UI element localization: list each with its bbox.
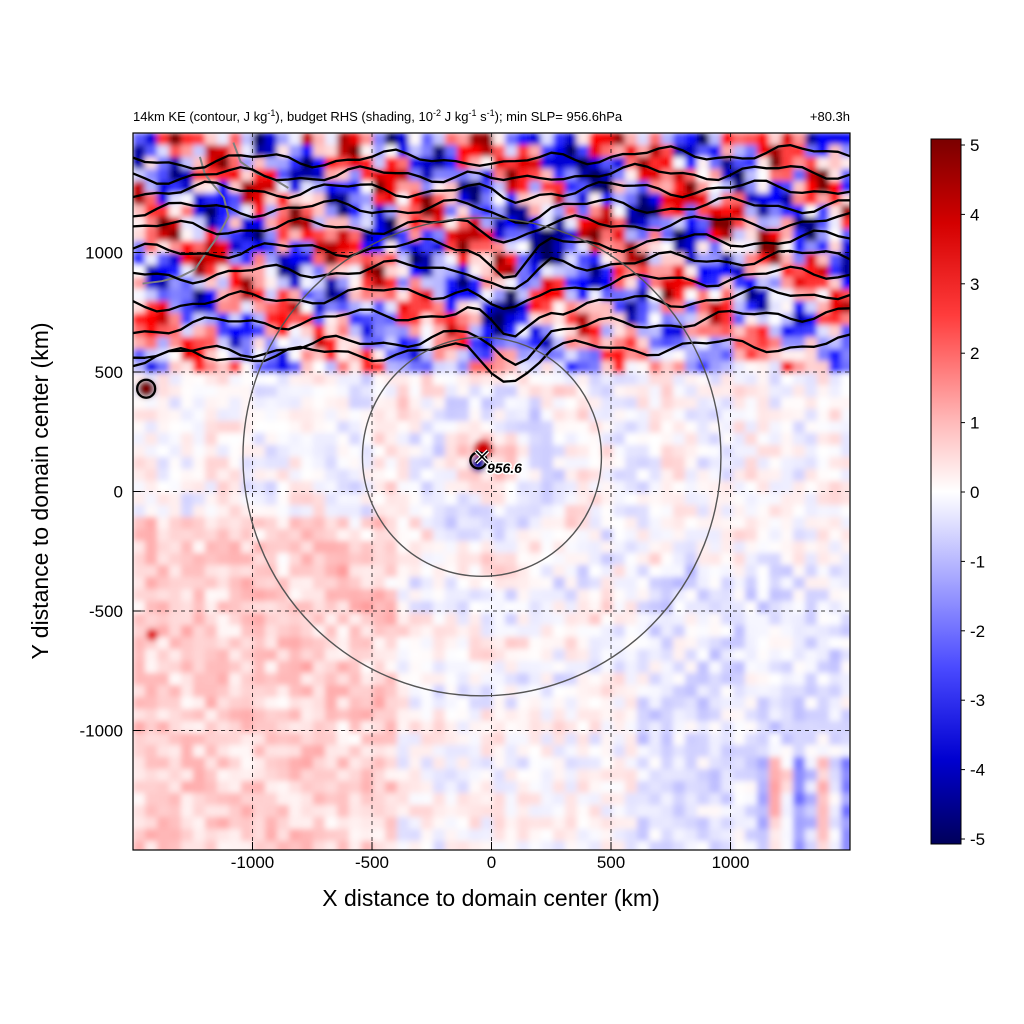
y-tick-label: 1000 [85,244,123,263]
colorbar-tick-label: -3 [970,691,985,710]
colorbar-tick-label: -2 [970,622,985,641]
colorbar-tick-label: -1 [970,552,985,571]
colorbar-tick-label: 0 [970,483,979,502]
storm-center: 956.6 [474,449,524,477]
x-tick-label: -500 [355,853,389,872]
x-axis-label: X distance to domain center (km) [322,885,659,911]
center-x-marker [475,450,489,464]
ke-contour-line [133,196,850,225]
y-tick-label: -1000 [80,722,123,741]
ke-contour-line [133,333,850,383]
ke-contours [133,143,850,470]
ke-contour-line [133,265,850,313]
ke-contour-line [133,162,850,185]
x-tick-label: -1000 [231,853,274,872]
radius-ring [242,217,722,697]
y-axis-label: Y distance to domain center (km) [27,322,53,659]
min-slp-label: 956.6 [487,460,522,476]
plot-area: 956.6 [133,133,850,850]
colorbar-tick-label: 1 [970,414,979,433]
forecast-time-label: +80.3h [810,109,850,124]
colorbar [930,138,962,845]
ke-contour-west [135,378,157,399]
chart-title: 14km KE (contour, J kg-1), budget RHS (s… [133,108,623,124]
ke-contour-line [133,211,850,244]
y-tick-label: -500 [89,602,123,621]
x-axis-ticks: -1000 -500 0 500 1000 [231,842,750,872]
colorbar-tick-label: 2 [970,344,979,363]
radius-rings [242,217,722,697]
ke-contour-line [133,143,850,170]
colorbar-tick-label: -5 [970,830,985,849]
radius-ring [361,336,603,578]
colorbar-tick-label: 5 [970,136,979,155]
y-tick-label: 0 [114,483,123,502]
y-axis-ticks: -1000 -500 0 500 1000 [80,244,141,741]
ke-contour-line [133,179,850,204]
colorbar-tick-label: 3 [970,275,979,294]
ke-contour-line [133,307,850,368]
ke-contour-line [133,229,850,279]
x-tick-label: 500 [597,853,625,872]
colorbar-ticks: 5 4 3 2 1 0 -1 -2 -3 -4 -5 [961,136,985,849]
colorbar-tick-label: -4 [970,761,985,780]
y-tick-label: 500 [95,363,123,382]
x-tick-label: 0 [487,853,496,872]
x-tick-label: 1000 [712,853,750,872]
ke-contour-line [133,249,850,290]
ke-contour-line [133,286,850,338]
colorbar-tick-label: 4 [970,205,979,224]
budget-shading [133,133,850,850]
